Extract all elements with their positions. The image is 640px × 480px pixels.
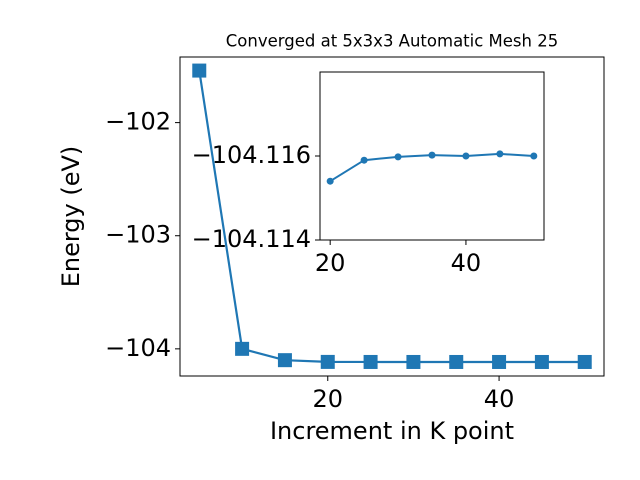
marker	[496, 150, 504, 158]
marker	[530, 152, 538, 160]
marker	[492, 354, 507, 369]
marker	[320, 354, 335, 369]
x-tick-label: 20	[312, 385, 343, 413]
marker	[394, 153, 402, 161]
y-tick-label: −102	[105, 108, 171, 136]
marker	[235, 341, 250, 356]
marker	[277, 353, 292, 368]
x-tick-label: 40	[484, 385, 515, 413]
y-axis-label: Energy (eV)	[57, 146, 85, 288]
marker	[462, 152, 470, 160]
marker	[326, 177, 334, 185]
marker	[534, 354, 549, 369]
chart-title: Converged at 5x3x3 Automatic Mesh 25	[226, 32, 558, 51]
y-tick-label: −104	[105, 334, 171, 362]
y-tick-label: −103	[105, 221, 171, 249]
marker	[360, 156, 368, 164]
marker	[363, 354, 378, 369]
marker	[577, 354, 592, 369]
marker	[406, 354, 421, 369]
series-line	[198, 70, 585, 364]
x-axis-label: Increment in K point	[270, 417, 514, 445]
x-tick-label: 20	[315, 249, 346, 277]
y-tick-label: −104.114	[192, 225, 311, 253]
marker	[192, 63, 207, 78]
y-tick-label: −104.116	[192, 141, 311, 169]
marker	[449, 354, 464, 369]
x-tick-label: 40	[451, 249, 482, 277]
marker	[428, 151, 436, 159]
